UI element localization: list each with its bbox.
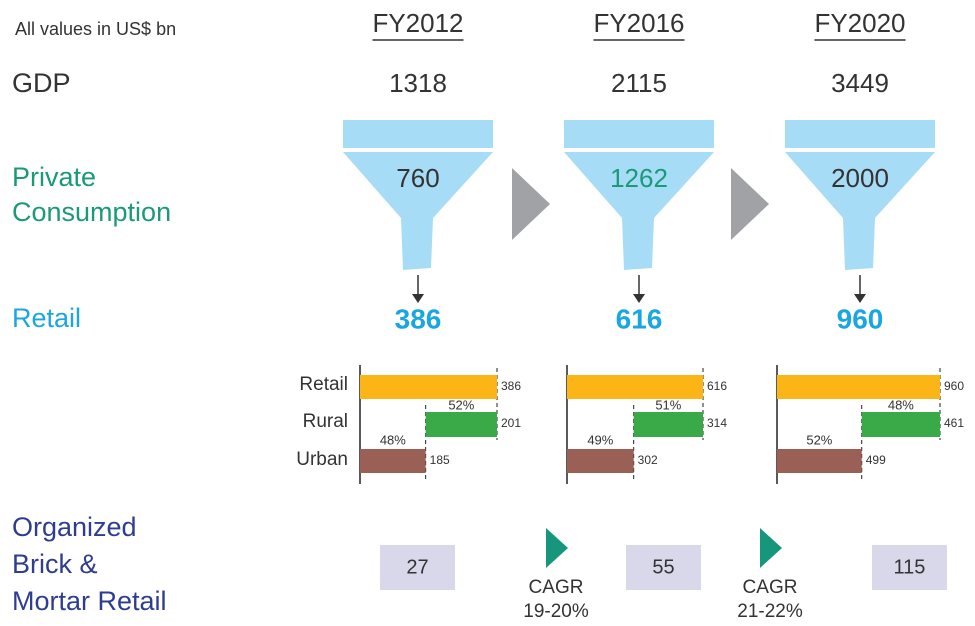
note: All values in US$ bn [15, 19, 176, 39]
share-label: 52% [806, 432, 832, 447]
bar-value: 185 [430, 453, 450, 467]
down-arrowhead [412, 294, 424, 303]
share-label: 49% [587, 432, 613, 447]
rural-bar [633, 412, 703, 437]
bar-value: 302 [638, 453, 658, 467]
retail-value: 616 [616, 303, 663, 334]
funnel [785, 152, 935, 270]
bar-value: 314 [707, 416, 727, 430]
urban-bar [567, 449, 634, 473]
organized-label: Brick & [12, 549, 98, 579]
retail-bar [567, 375, 703, 399]
bar-value: 499 [866, 453, 886, 467]
organized-value: 27 [406, 556, 428, 578]
flow-arrow [512, 168, 550, 240]
gdp-label: GDP [12, 68, 71, 98]
year-header: FY2020 [814, 8, 905, 38]
cagr-range: 19-20% [523, 601, 589, 622]
urban-bar [360, 449, 426, 473]
bar-value: 960 [944, 379, 964, 393]
organized-box [626, 545, 701, 590]
cagr-range: 21-22% [737, 601, 803, 622]
retail-value: 386 [395, 303, 442, 334]
share-label: 51% [655, 397, 681, 412]
gdp-value: 3449 [831, 68, 889, 98]
urban-bar [777, 449, 862, 473]
rural-bar [425, 412, 497, 437]
private-value: 1262 [610, 163, 668, 193]
organized-box [872, 545, 947, 590]
cagr-arrow [760, 528, 782, 568]
private-value: 760 [396, 163, 439, 193]
organized-label: Organized [12, 512, 137, 542]
funnel-top [343, 120, 493, 148]
down-arrowhead [633, 294, 645, 303]
funnel-top [564, 120, 714, 148]
retail-label: Retail [12, 303, 81, 333]
organized-label: Mortar Retail [12, 586, 167, 616]
organized-value: 55 [652, 556, 674, 578]
cagr-arrow [546, 528, 568, 568]
bar-value: 616 [707, 379, 727, 393]
cagr-label: CAGR [529, 577, 584, 598]
rural-bar [861, 412, 940, 437]
organized-value: 115 [894, 556, 926, 578]
funnel [564, 152, 714, 270]
share-label: 48% [888, 397, 914, 412]
retail-bar [777, 375, 940, 399]
share-label: 52% [448, 397, 474, 412]
funnel-top [785, 120, 935, 148]
bar-category: Rural [303, 411, 348, 432]
flow-arrow [731, 168, 769, 240]
gdp-value: 1318 [389, 68, 447, 98]
retail-value: 960 [837, 303, 884, 334]
share-label: 48% [380, 432, 406, 447]
private-label: Consumption [12, 197, 171, 227]
bar-value: 201 [501, 416, 521, 430]
bar-value: 386 [501, 379, 521, 393]
bar-category: Urban [296, 449, 348, 470]
year-header: FY2016 [593, 8, 684, 38]
funnel [343, 152, 493, 270]
retail-bar [360, 375, 497, 399]
organized-box [380, 545, 455, 590]
year-header: FY2012 [372, 8, 463, 38]
private-label: Private [12, 162, 96, 192]
gdp-value: 2115 [611, 68, 667, 98]
bar-value: 461 [944, 416, 964, 430]
cagr-label: CAGR [743, 577, 798, 598]
bar-category: Retail [299, 374, 348, 395]
private-value: 2000 [831, 163, 889, 193]
down-arrowhead [854, 294, 866, 303]
